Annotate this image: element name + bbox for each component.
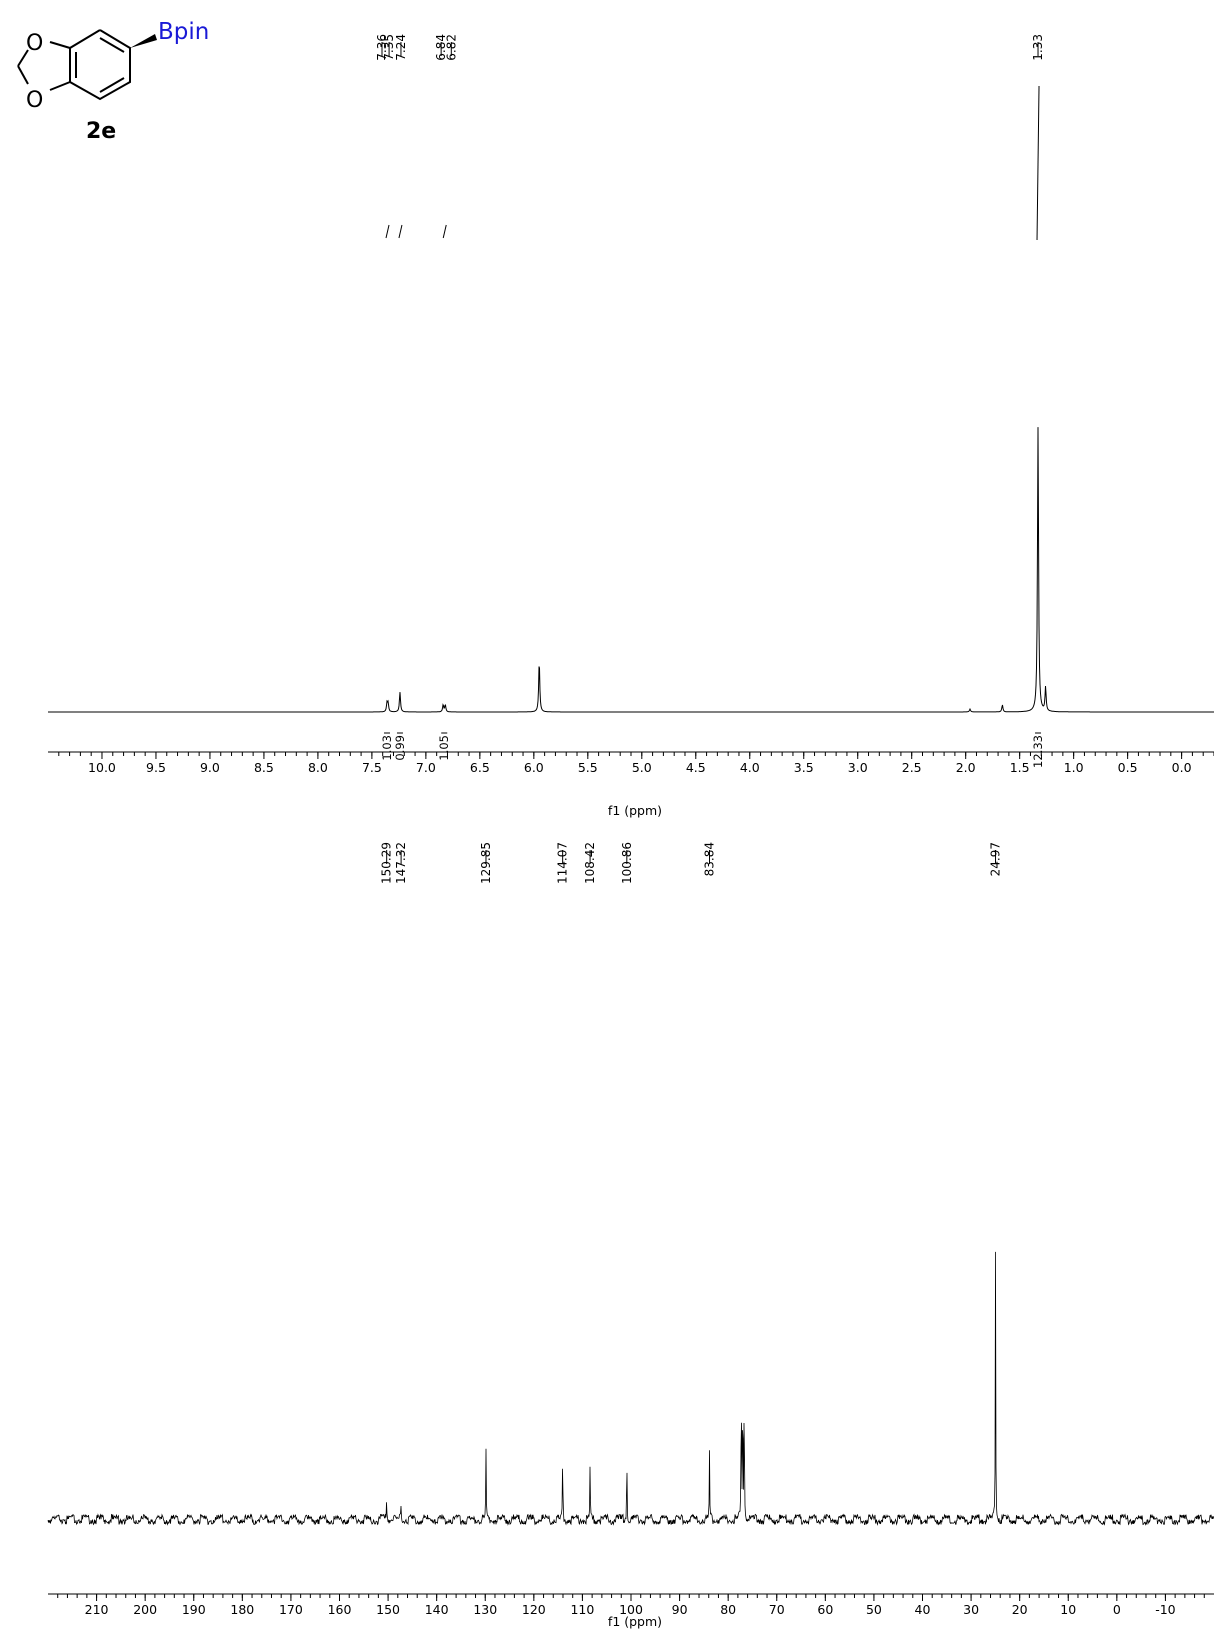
proton-peak-labels: 7.367.357.24 6.846.82 1.33: [375, 34, 1045, 241]
integral-label: 12.33: [1031, 735, 1045, 768]
tick-label: 4.5: [686, 760, 706, 775]
proton-x-ticks: 10.0 9.5 9.0 8.5 8.0 7.5 7.0 6.5 6.0 5.5 5.0 4.5 4.0…: [58, 752, 1214, 775]
tick-label: 70: [769, 1602, 785, 1617]
bpin-substituent: Bpin: [158, 19, 209, 45]
tick-label: 120: [522, 1602, 546, 1617]
tick-label: 7.0: [416, 760, 436, 775]
tick-label: 9.5: [146, 760, 166, 775]
tick-label: 10: [1060, 1602, 1076, 1617]
tick-label: 140: [425, 1602, 449, 1617]
integral-label: 1.05: [437, 735, 451, 761]
tick-label: 0.5: [1118, 760, 1138, 775]
tick-label: 60: [817, 1602, 833, 1617]
tick-label: 5.5: [578, 760, 598, 775]
tick-label: 200: [133, 1602, 157, 1617]
oxygen-atom-top: O: [26, 31, 43, 56]
tick-label: 8.0: [308, 760, 328, 775]
tick-label: 3.5: [794, 760, 814, 775]
carbon-nmr-panel: 150.29 147.32 129.85 114.07 108.42 100.86 83.8…: [47, 842, 1214, 1629]
tick-label: -10: [1155, 1602, 1175, 1617]
tick-label: 110: [570, 1602, 594, 1617]
tick-label: 7.5: [362, 760, 382, 775]
carbon-spectrum-trace: [47, 1251, 1214, 1526]
tick-label: 180: [230, 1602, 254, 1617]
proton-x-axis-label: f1 (ppm): [608, 803, 662, 818]
tick-label: 80: [720, 1602, 736, 1617]
tick-label: 3.0: [848, 760, 868, 775]
tick-label: 30: [963, 1602, 979, 1617]
tick-label: 2.5: [902, 760, 922, 775]
wedge-bond: [130, 34, 157, 48]
tick-label: 210: [85, 1602, 109, 1617]
peak-connector: [442, 224, 447, 239]
tick-label: 40: [915, 1602, 931, 1617]
tick-label: 1.5: [1010, 760, 1030, 775]
tick-label: 0: [1113, 1602, 1121, 1617]
proton-integrals: 1.030.99 1.05 12.33: [380, 732, 1045, 768]
carbon-x-ticks: 210 200 190 180 170 160 150 140 130 120 110 100 90 80…: [57, 1594, 1205, 1617]
tick-label: 170: [279, 1602, 303, 1617]
oxygen-atom-bottom: O: [26, 88, 43, 113]
tick-label: 2.0: [956, 760, 976, 775]
tick-label: 100: [619, 1602, 643, 1617]
proton-spectrum-trace: [48, 427, 1214, 713]
tick-label: 5.0: [632, 760, 652, 775]
tick-label: 160: [328, 1602, 352, 1617]
tick-label: 6.0: [524, 760, 544, 775]
tick-label: 0.0: [1172, 760, 1192, 775]
tick-label: 130: [473, 1602, 497, 1617]
molecule-structure: O O Bpin 2e: [17, 19, 209, 144]
tick-label: 9.0: [200, 760, 220, 775]
tick-label: 150: [376, 1602, 400, 1617]
compound-label: 2e: [86, 119, 116, 144]
tick-label: 190: [182, 1602, 206, 1617]
tick-label: 90: [672, 1602, 688, 1617]
peak-connector: [1036, 85, 1040, 241]
integral-label: 0.99: [393, 735, 407, 761]
peak-connector: [398, 224, 403, 239]
proton-nmr-panel: 7.367.357.24 6.846.82 1.33 1.030.99 1.05 12.…: [48, 34, 1214, 818]
tick-label: 8.5: [254, 760, 274, 775]
peak-connector: [385, 224, 390, 239]
tick-label: 20: [1012, 1602, 1028, 1617]
tick-label: 1.0: [1064, 760, 1084, 775]
tick-label: 50: [866, 1602, 882, 1617]
integral-label: 1.03: [380, 735, 394, 761]
carbon-x-axis-label: f1 (ppm): [608, 1614, 662, 1629]
tick-label: 4.0: [740, 760, 760, 775]
tick-label: 10.0: [88, 760, 116, 775]
tick-label: 6.5: [470, 760, 490, 775]
carbon-peak-labels: 150.29 147.32 129.85 114.07 108.42 100.86 83.8…: [380, 842, 1003, 884]
